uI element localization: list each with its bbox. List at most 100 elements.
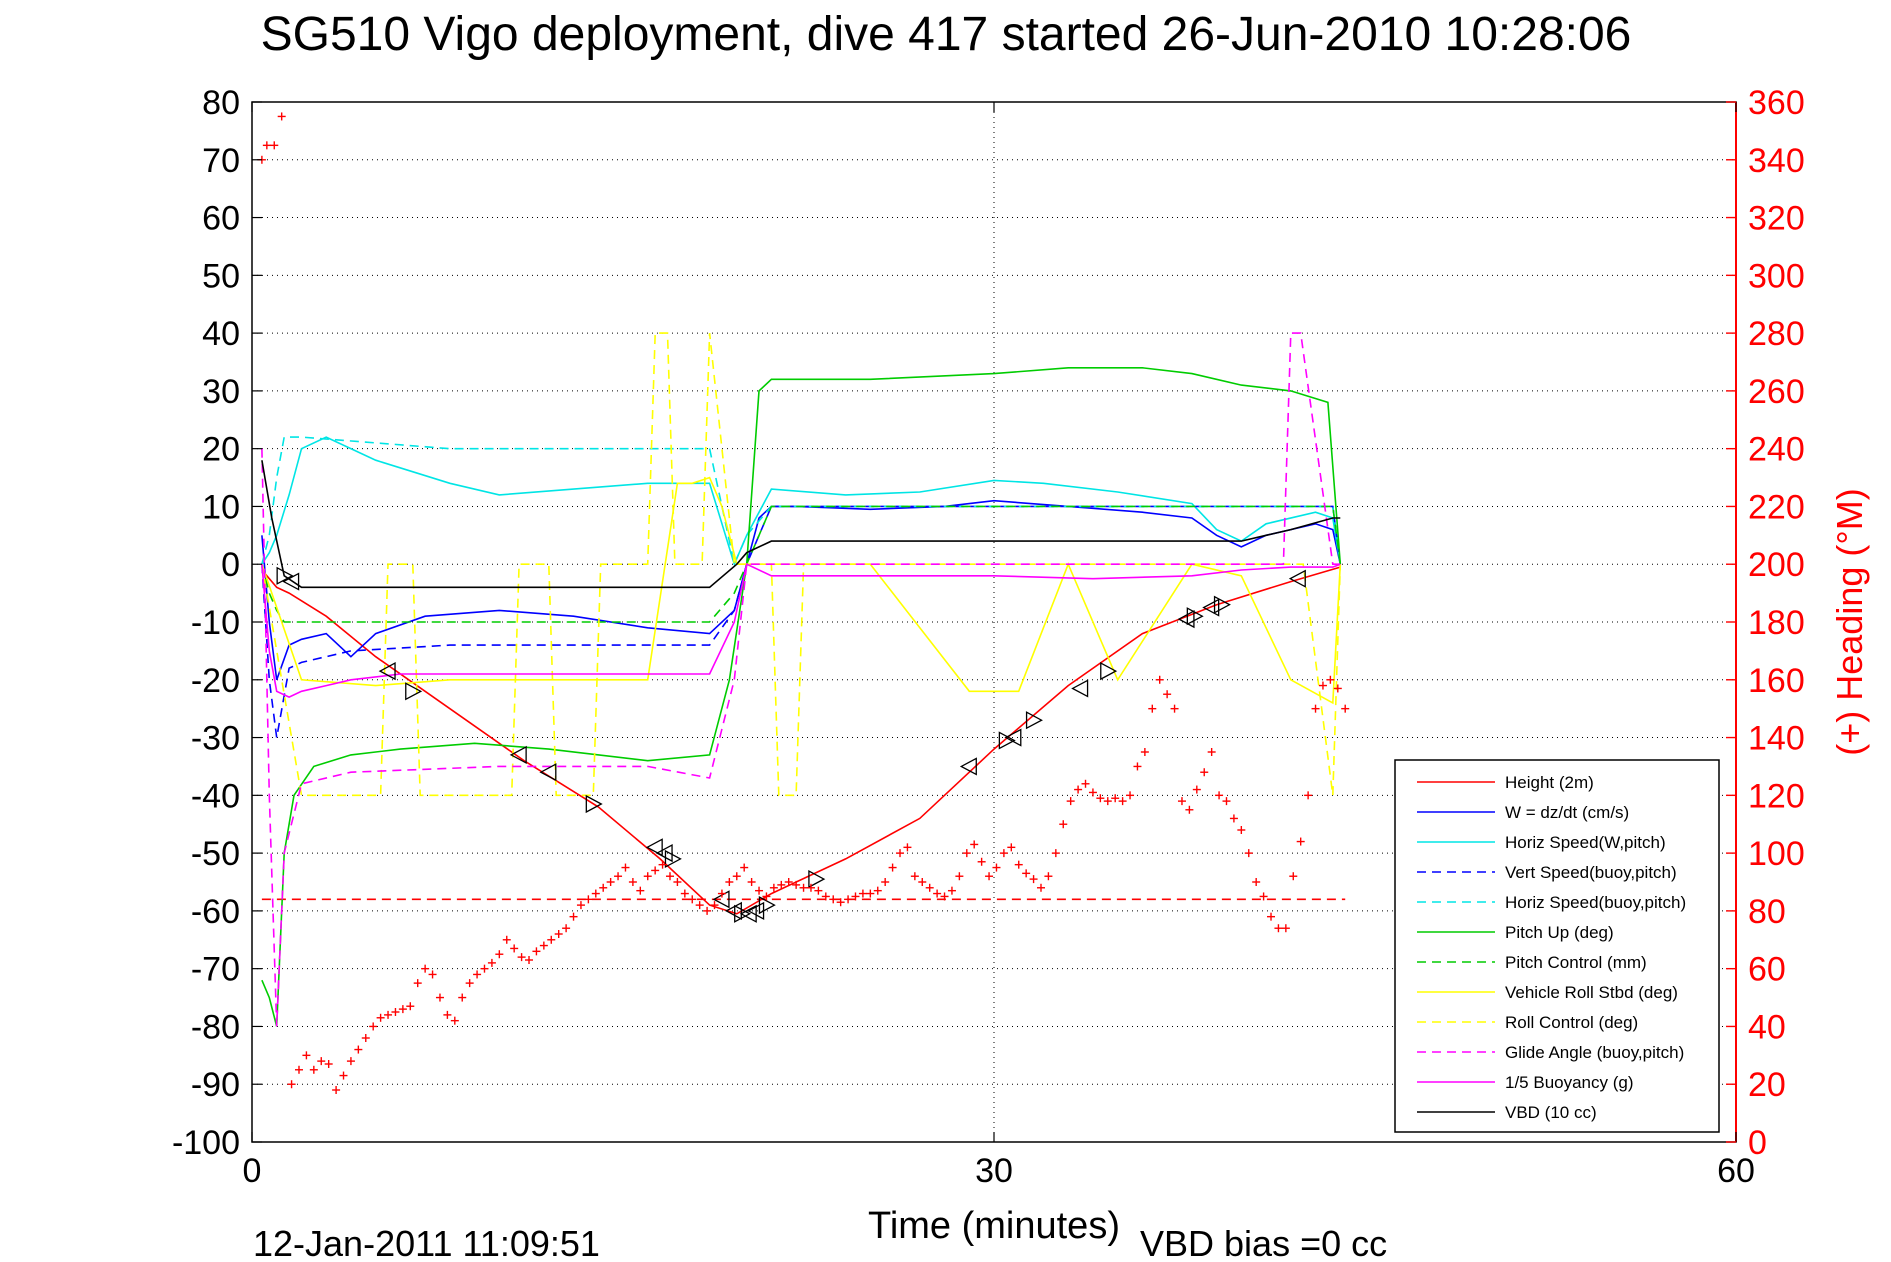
height-marker: [509, 745, 527, 764]
heading-point: [1252, 878, 1261, 886]
x-tick-label: 30: [975, 1152, 1013, 1190]
heading-point: [1014, 860, 1023, 869]
legend-box: [1394, 759, 1720, 1133]
y-axis: -100-90-80-70-60-50-40-30-20-10010203040…: [172, 84, 262, 1162]
heading-point: [873, 886, 882, 895]
y-tick-label: -60: [191, 893, 240, 931]
heading-point: [970, 840, 979, 849]
legend-label: Glide Angle (buoy,pitch): [1505, 1043, 1684, 1062]
heading-point: [1267, 912, 1276, 921]
y-tick-label: -70: [191, 951, 240, 989]
y-tick-label: 0: [221, 546, 240, 584]
series-line-11: [261, 460, 1341, 589]
height-marker: [539, 763, 557, 782]
heading-point: [658, 860, 667, 869]
legend-entry-8: Roll Control (deg): [1417, 1013, 1638, 1032]
heading-point: [1296, 837, 1305, 846]
chart-title: SG510 Vigo deployment, dive 417 started …: [261, 8, 1632, 61]
heading-point: [435, 993, 444, 1002]
heading-point: [918, 878, 927, 886]
heading-point: [413, 979, 422, 988]
heading-point: [376, 1013, 385, 1022]
height-marker: [1288, 569, 1306, 588]
heading-point: [302, 1051, 311, 1060]
legend-label: Vehicle Roll Stbd (deg): [1505, 983, 1678, 1002]
heading-point: [473, 970, 482, 979]
heading-point: [317, 1057, 326, 1066]
heading-point: [287, 1080, 296, 1089]
heading-point: [1029, 875, 1038, 884]
heading-point: [398, 1005, 407, 1014]
heading-point: [703, 906, 712, 915]
legend-entry-5: Pitch Up (deg): [1417, 923, 1614, 942]
heading-point: [1081, 779, 1090, 788]
heading-point: [777, 880, 786, 889]
heading-point: [1126, 791, 1135, 800]
heading-point: [992, 863, 1001, 872]
heading-point: [814, 886, 823, 895]
heading-point: [896, 849, 905, 858]
legend: Height (2m) W = dz/dt (cm/s) Horiz Speed(W…: [1394, 759, 1720, 1133]
height-marker: [1100, 662, 1118, 681]
heading-point: [517, 953, 526, 962]
heading-point: [1304, 791, 1313, 800]
height-marker: [1004, 728, 1022, 747]
heading-point: [1207, 748, 1216, 756]
heading-point: [1148, 704, 1157, 713]
heading-point: [977, 857, 986, 866]
heading-point: [1022, 869, 1031, 878]
heading-point: [784, 878, 793, 886]
heading-point: [680, 889, 689, 898]
legend-label: Horiz Speed(buoy,pitch): [1505, 893, 1686, 912]
heading-point: [925, 883, 934, 892]
y2-tick-label: 40: [1748, 1008, 1786, 1046]
heading-point: [1341, 704, 1350, 713]
heading-point: [836, 898, 845, 907]
y2-tick-label: 320: [1748, 200, 1805, 238]
heading-point: [955, 872, 964, 881]
x-tick-label: 60: [1717, 1152, 1755, 1190]
heading-point: [1111, 794, 1120, 803]
heading-point: [309, 1065, 318, 1074]
footer-timestamp: 12-Jan-2011 11:09:51: [253, 1223, 600, 1262]
height-marker: [282, 572, 300, 591]
height-marker: [405, 682, 423, 701]
heading-point: [851, 892, 860, 901]
heading-point: [1244, 849, 1253, 858]
series-line-5: [261, 366, 1342, 1027]
heading-point: [844, 895, 853, 904]
heading-point: [354, 1045, 363, 1054]
heading-point: [1229, 814, 1238, 823]
heading-point: [539, 941, 548, 950]
heading-point: [1133, 762, 1142, 771]
heading-point: [947, 886, 956, 895]
height-marker: [1025, 711, 1043, 730]
y2-axis: 0 20 40 60 80 100 120 140 160 180 200 220 240 260 280 3…: [1726, 84, 1805, 1162]
heading-point: [480, 964, 489, 973]
series-line-8: [261, 332, 1342, 797]
heading-point: [1044, 872, 1053, 881]
y-tick-label: -80: [191, 1008, 240, 1046]
y-tick-label: 40: [202, 315, 240, 353]
legend-label: Horiz Speed(W,pitch): [1505, 833, 1666, 852]
heading-point: [1200, 768, 1209, 777]
grid-lines: [252, 102, 1736, 1142]
y2-tick-label: 300: [1748, 257, 1805, 295]
heading-point: [1259, 892, 1268, 901]
heading-point: [554, 930, 563, 938]
height-marker: [664, 849, 682, 868]
heading-point: [940, 892, 949, 901]
heading-point: [391, 1008, 400, 1016]
height-marker: [808, 870, 826, 889]
legend-entry-6: Pitch Control (mm): [1417, 953, 1647, 972]
series-line-10: [261, 563, 1341, 698]
heading-point: [636, 886, 645, 895]
legend-label: Roll Control (deg): [1505, 1013, 1638, 1032]
height-marker: [758, 896, 776, 915]
series-layer: [261, 332, 1346, 1027]
heading-point: [717, 889, 726, 898]
y2-tick-label: 220: [1748, 488, 1805, 526]
heading-point: [1074, 785, 1083, 794]
x-axis-label: Time (minutes): [868, 1205, 1120, 1247]
